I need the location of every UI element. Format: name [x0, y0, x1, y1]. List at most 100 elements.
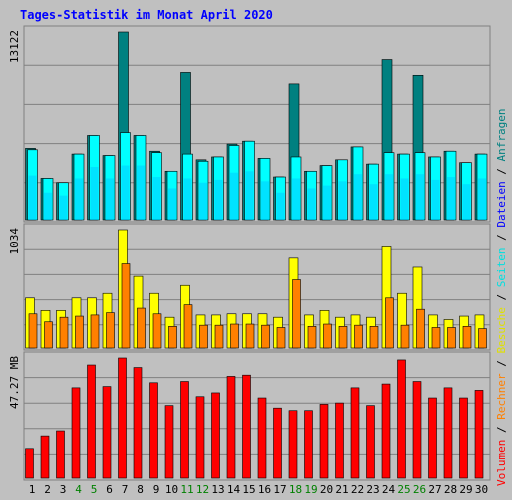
bar-seiten-1	[27, 149, 38, 221]
bar-dateien-25	[400, 178, 409, 220]
bar-dateien-28	[447, 177, 455, 220]
x-tick-label-12: 12	[196, 483, 209, 496]
bar-volumen-23	[366, 405, 375, 479]
bar-dateien-1	[28, 175, 37, 220]
bar-seiten-29	[461, 162, 472, 221]
bar-rechner-8	[137, 307, 146, 349]
bar-volumen-8	[133, 367, 143, 479]
x-tick-label-19: 19	[304, 483, 317, 496]
x-tick-label-16: 16	[258, 483, 271, 496]
x-tick-label-8: 8	[137, 483, 144, 496]
bar-dateien-29	[462, 184, 471, 220]
bar-rechner-10	[168, 326, 177, 349]
bar-rechner-15	[245, 323, 255, 349]
bar-dateien-3	[59, 195, 68, 220]
bar-rechner-3	[59, 316, 69, 349]
legend-item-rechner: Rechner	[495, 373, 508, 420]
bar-seiten-20	[321, 165, 333, 221]
bar-seiten-4	[73, 153, 85, 221]
x-tick-label-10: 10	[165, 483, 178, 496]
bar-seiten-22	[352, 146, 364, 221]
bar-dateien-4	[75, 178, 83, 220]
bar-dateien-27	[431, 179, 440, 220]
bar-seiten-17	[275, 176, 286, 221]
x-tick-label-26: 26	[413, 483, 426, 496]
bar-seiten-8	[135, 135, 147, 221]
bar-seiten-26	[414, 152, 426, 221]
bar-dateien-17	[276, 192, 285, 220]
bar-volumen-24	[381, 383, 391, 479]
bar-volumen-25	[397, 359, 406, 479]
bar-rechner-6	[106, 312, 115, 349]
bar-seiten-30	[476, 153, 488, 221]
bar-dateien-16	[261, 181, 269, 220]
bar-rechner-17	[276, 327, 286, 349]
bar-volumen-6	[102, 386, 112, 479]
x-tick-label-17: 17	[273, 483, 286, 496]
bar-volumen-16	[257, 397, 267, 479]
bar-dateien-12	[199, 182, 207, 220]
legend: Volumen / Rechner / Besuche / Seiten / D…	[495, 108, 508, 486]
bar-seiten-10	[166, 170, 178, 221]
bar-rechner-30	[478, 328, 487, 349]
x-tick-label-14: 14	[227, 483, 241, 496]
x-tick-label-30: 30	[475, 483, 488, 496]
x-tick-label-21: 21	[335, 483, 348, 496]
x-tick-label-11: 11	[180, 483, 193, 496]
legend-item-dateien: Dateien	[495, 181, 508, 227]
bar-volumen-11	[180, 381, 189, 479]
panel-frame-top	[23, 25, 491, 223]
x-tick-label-24: 24	[382, 483, 396, 496]
bar-volumen-22	[350, 387, 360, 479]
x-tick-label-27: 27	[428, 483, 441, 496]
bar-dateien-24	[385, 174, 393, 220]
bar-rechner-1	[28, 313, 38, 349]
bar-volumen-30	[474, 390, 484, 479]
bar-dateien-30	[478, 178, 486, 220]
x-tick-label-6: 6	[106, 483, 113, 496]
bar-volumen-4	[71, 387, 81, 479]
x-tick-label-20: 20	[320, 483, 333, 496]
bar-rechner-27	[431, 327, 441, 349]
bar-dateien-5	[90, 166, 99, 220]
bar-seiten-3	[58, 182, 69, 221]
bar-seiten-12	[197, 160, 209, 221]
bar-rechner-9	[152, 313, 162, 349]
bar-volumen-1	[25, 448, 34, 479]
x-tick-label-22: 22	[351, 483, 364, 496]
y-max-label-middle: 1034	[8, 228, 21, 255]
bar-rechner-25	[400, 324, 410, 349]
bar-rechner-5	[90, 314, 100, 349]
bar-volumen-17	[273, 407, 282, 479]
legend-item-volumen: Volumen	[495, 440, 508, 486]
bar-rechner-14	[230, 323, 239, 349]
bar-rechner-4	[75, 315, 84, 349]
bar-volumen-10	[164, 405, 174, 479]
x-tick-label-7: 7	[122, 483, 129, 496]
bar-seiten-28	[445, 150, 457, 221]
bar-seiten-18	[290, 156, 302, 221]
bar-dateien-19	[307, 188, 316, 220]
x-tick-label-15: 15	[242, 483, 255, 496]
legend-separator: /	[495, 287, 508, 307]
x-tick-label-2: 2	[44, 483, 51, 496]
bar-volumen-5	[87, 364, 96, 479]
bar-dateien-9	[152, 177, 161, 220]
bar-seiten-9	[151, 152, 162, 221]
chart-title: Tages-Statistik im Monat April 2020	[20, 8, 273, 22]
legend-separator: /	[495, 354, 508, 374]
bar-rechner-28	[447, 327, 456, 349]
legend-item-besuche: Besuche	[495, 307, 508, 353]
bar-dateien-20	[323, 185, 331, 220]
x-tick-label-23: 23	[366, 483, 379, 496]
legend-item-anfragen: Anfragen	[495, 108, 508, 161]
bar-dateien-10	[168, 188, 176, 220]
bar-rechner-12	[199, 324, 208, 349]
legend-separator: /	[495, 420, 508, 440]
bar-seiten-5	[89, 135, 100, 221]
bar-dateien-26	[416, 174, 424, 220]
bar-seiten-25	[399, 153, 410, 221]
bar-dateien-11	[183, 178, 192, 220]
bar-volumen-19	[304, 410, 313, 479]
